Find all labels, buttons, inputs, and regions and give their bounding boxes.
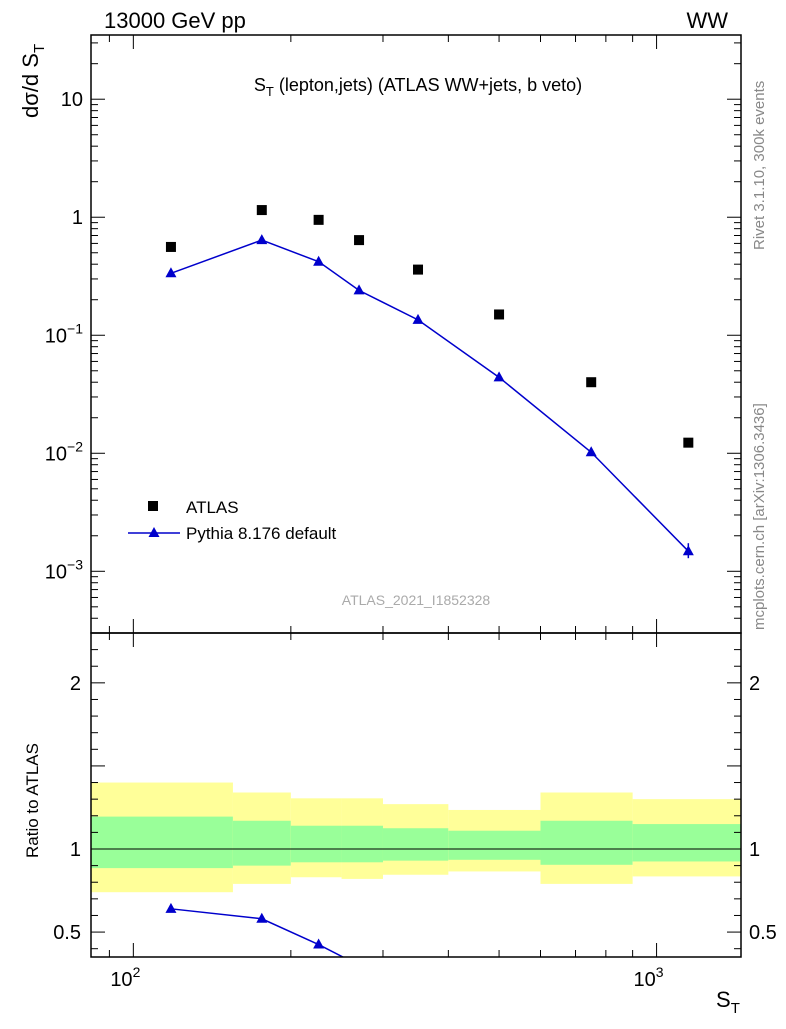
atlas-point-0 [165,241,176,252]
x-axis-label-main: S [716,987,731,1012]
ratio-ylabel: Ratio to ATLAS [23,743,42,858]
legend-label-atlas: ATLAS [186,498,239,517]
mc-line [170,239,689,552]
main-ylabel-sub: T [31,44,48,53]
mcplots-label: mcplots.cern.ch [arXiv:1306.3436] [751,403,768,630]
main-ylabel: dσ/d ST [18,44,48,118]
mc-point-4 [412,313,424,324]
main-ytick-label-base: 1 [72,207,83,229]
xtick-label-1: 103 [634,964,664,991]
atlas-point-3 [354,235,365,246]
main-ytick-label-3: 10−2 [45,438,83,465]
main-ytick-label-exp: −3 [67,556,83,572]
rivet-label: Rivet 3.1.10, 300k events [751,81,768,250]
ratio-bands [91,782,741,893]
main-ytick-label-4: 10−3 [45,556,83,583]
ratio-ytick-label-left-2: 0.5 [53,922,81,944]
ratio-ytick-label-left-1: 1 [70,839,81,861]
main-title-rest: (lepton,jets) (ATLAS WW+jets, b veto) [274,75,582,95]
main-ytick-label-exp: −2 [67,438,83,454]
ratio-ytick-label-left-0: 2 [70,673,81,695]
main-ytick-label-base: 10 [45,443,67,465]
legend: ATLAS Pythia 8.176 default [128,498,337,543]
mc-point-7 [682,545,694,556]
legend-marker-atlas [148,501,158,511]
xtick-label-exp: 3 [656,964,664,980]
mc-point-6 [585,446,597,457]
ratio-point-0 [165,902,177,913]
xtick-label-0: 102 [110,964,140,991]
main-ytick-label-2: 10−1 [45,320,83,347]
ratio-band-inner-7 [632,824,741,862]
ratio-band-inner-4 [382,828,449,861]
ratio-frame [90,632,742,958]
atlas-point-2 [313,214,324,225]
atlas-point-7 [683,437,694,448]
axes [90,34,742,958]
ratio-point-3 [354,959,365,969]
ratio-band-inner-5 [448,830,541,860]
ratio-band-inner-0 [91,816,233,869]
ratio-ytick-label-right-2: 0.5 [749,922,777,944]
main-ytick-label-exp: −1 [67,320,83,336]
header-left: 13000 GeV pp [104,8,246,33]
main-series [165,205,694,559]
ratio-point-1 [256,912,268,923]
analysis-id: ATLAS_2021_I1852328 [342,592,491,608]
ratio-point-2 [313,938,325,949]
xtick-label-exp: 2 [133,964,141,980]
x-axis-label-sub: T [731,1000,740,1017]
ratio-series [165,902,365,969]
main-ytick-label-base: 10 [45,325,67,347]
main-ytick-label-base: 10 [61,89,83,111]
main-ylabel-main: dσ/d S [18,53,43,118]
ratio-band-inner-6 [540,820,633,865]
main-title: ST (lepton,jets) (ATLAS WW+jets, b veto) [254,75,582,99]
ratio-ytick-label-right-1: 1 [749,839,760,861]
main-title-sub: T [266,84,274,99]
atlas-point-1 [256,205,267,216]
xtick-label-base: 10 [110,969,132,991]
xtick-label-base: 10 [634,969,656,991]
mc-point-3 [353,284,365,295]
atlas-point-4 [413,264,424,275]
mc-point-0 [165,267,177,278]
x-axis-label: ST [716,987,740,1017]
atlas-point-6 [586,377,597,388]
ratio-ytick-label-right-0: 2 [749,673,760,695]
ratio-band-inner-3 [341,825,383,863]
mc-point-1 [256,234,268,245]
ratio-band-inner-2 [290,825,342,863]
ratio-band-inner-1 [232,820,291,866]
main-ytick-label-0: 10 [61,89,83,111]
legend-marker-pythia [148,527,160,537]
mc-point-2 [313,255,325,266]
mc-point-5 [493,371,505,382]
main-ytick-label-base: 10 [45,561,67,583]
main-title-main: S [254,75,266,95]
atlas-point-5 [494,309,505,320]
header-right: WW [686,8,728,33]
main-ytick-label-1: 1 [72,207,83,229]
legend-label-pythia: Pythia 8.176 default [186,524,337,543]
ratio-line [170,908,345,957]
main-frame [90,34,742,634]
